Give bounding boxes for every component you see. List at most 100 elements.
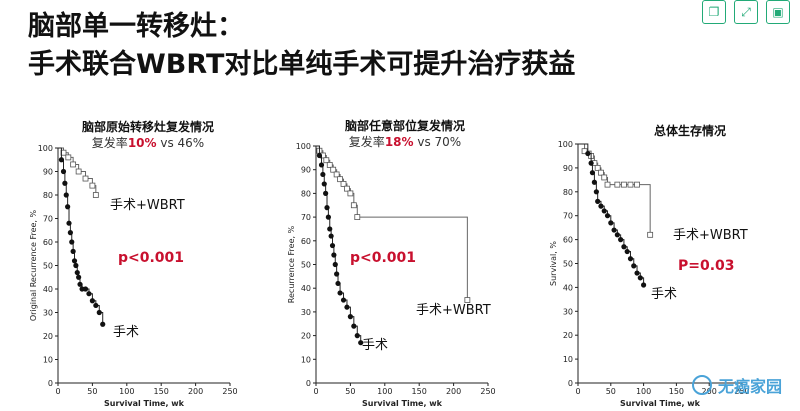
data-point-surgery bbox=[82, 286, 89, 292]
data-point-surgery bbox=[589, 170, 596, 176]
y-tick-label: 100 bbox=[558, 140, 573, 149]
y-tick-label: 60 bbox=[301, 237, 311, 246]
data-point-surgery bbox=[601, 208, 607, 214]
series-label: 手术 bbox=[362, 338, 388, 353]
data-point-surgery bbox=[595, 198, 601, 204]
data-point-surgery-wbrt bbox=[601, 174, 608, 181]
x-tick-label: 150 bbox=[154, 387, 169, 396]
y-tick-label: 80 bbox=[43, 191, 53, 200]
data-point-surgery bbox=[100, 321, 106, 327]
data-point-surgery bbox=[627, 256, 634, 262]
y-tick-label: 10 bbox=[563, 355, 573, 364]
y-tick-label: 40 bbox=[43, 285, 53, 294]
page-title-line2: 手术联合WBRT对比单纯手术可提升治疗获益 bbox=[28, 49, 576, 80]
data-point-surgery bbox=[63, 192, 69, 198]
y-tick-label: 40 bbox=[301, 284, 311, 293]
y-tick-label: 50 bbox=[43, 262, 53, 271]
data-point-surgery-wbrt bbox=[354, 214, 361, 221]
p-value: p<0.001 bbox=[350, 250, 416, 266]
data-point-surgery bbox=[325, 214, 331, 220]
series-label: 手术 bbox=[651, 287, 677, 302]
y-tick-label: 60 bbox=[563, 236, 573, 245]
data-point-surgery bbox=[324, 205, 330, 211]
data-point-surgery-wbrt bbox=[464, 297, 471, 303]
y-axis-label: Survival, % bbox=[549, 241, 558, 286]
data-point-surgery bbox=[618, 237, 624, 243]
data-point-surgery bbox=[69, 239, 75, 245]
data-point-surgery bbox=[62, 180, 68, 186]
series-label: 手术 bbox=[113, 325, 139, 340]
data-point-surgery bbox=[76, 274, 82, 280]
x-tick-label: 250 bbox=[222, 387, 237, 396]
data-point-surgery bbox=[340, 297, 347, 303]
chart-title: 总体生存情况 bbox=[654, 123, 726, 138]
x-axis-label: Survival Time, wk bbox=[104, 399, 185, 408]
data-point-surgery bbox=[71, 258, 78, 264]
subtitle-rate-wbrt: 10% bbox=[128, 136, 157, 150]
x-tick-label: 50 bbox=[606, 387, 616, 396]
data-point-surgery bbox=[358, 340, 364, 346]
data-point-surgery bbox=[631, 263, 637, 269]
y-tick-label: 100 bbox=[296, 142, 311, 151]
data-point-surgery bbox=[354, 333, 360, 339]
data-point-surgery bbox=[96, 309, 102, 316]
y-tick-label: 20 bbox=[43, 332, 53, 341]
data-point-surgery bbox=[89, 298, 95, 304]
data-point-surgery bbox=[621, 244, 627, 250]
data-point-surgery bbox=[327, 226, 333, 232]
data-point-surgery-wbrt bbox=[634, 181, 640, 188]
data-point-surgery bbox=[77, 281, 83, 287]
data-point-surgery-wbrt bbox=[340, 181, 347, 187]
y-axis-label: Recurrence Free, % bbox=[287, 225, 296, 303]
y-tick-label: 90 bbox=[301, 166, 311, 175]
y-tick-label: 70 bbox=[563, 212, 573, 221]
y-tick-label: 90 bbox=[563, 164, 573, 173]
data-point-surgery bbox=[332, 261, 338, 268]
data-point-surgery-wbrt bbox=[598, 169, 604, 176]
save-icon[interactable]: ▣ bbox=[766, 0, 790, 24]
data-point-surgery-wbrt bbox=[614, 181, 621, 188]
chart-title: 脑部任意部位复发情况 bbox=[344, 118, 465, 133]
x-axis-label: Survival Time, wk bbox=[620, 399, 701, 408]
y-tick-label: 80 bbox=[563, 188, 573, 197]
data-point-surgery bbox=[60, 168, 67, 175]
data-point-surgery-wbrt bbox=[350, 202, 357, 209]
data-point-surgery-wbrt bbox=[621, 181, 627, 188]
data-point-surgery-wbrt bbox=[337, 176, 343, 183]
data-point-surgery-wbrt bbox=[89, 182, 96, 189]
data-point-surgery bbox=[334, 271, 340, 277]
watermark: 无癌家园 bbox=[691, 373, 782, 397]
data-point-surgery-wbrt bbox=[347, 190, 354, 197]
data-point-surgery bbox=[316, 152, 323, 159]
expand-icon[interactable]: ⤢ bbox=[734, 0, 758, 24]
data-point-surgery-wbrt bbox=[326, 162, 333, 168]
y-tick-label: 60 bbox=[43, 238, 53, 247]
x-axis-label: Survival Time, wk bbox=[362, 399, 443, 408]
data-point-surgery bbox=[598, 203, 604, 209]
data-point-surgery bbox=[65, 204, 71, 210]
y-tick-label: 90 bbox=[43, 168, 53, 177]
page-title-line1: 脑部单一转移灶： bbox=[28, 11, 244, 42]
data-point-surgery bbox=[593, 189, 599, 195]
data-point-surgery bbox=[93, 302, 99, 309]
copy-icon[interactable]: ❐ bbox=[702, 0, 726, 24]
data-point-surgery-wbrt bbox=[604, 181, 611, 188]
x-tick-label: 150 bbox=[412, 387, 427, 396]
data-point-surgery bbox=[591, 179, 598, 185]
data-point-surgery bbox=[331, 252, 337, 258]
subtitle-rate-wbrt: 18% bbox=[385, 135, 414, 149]
data-point-surgery-wbrt bbox=[627, 181, 634, 188]
y-tick-label: 0 bbox=[48, 379, 53, 388]
data-point-surgery bbox=[320, 171, 326, 178]
x-tick-label: 0 bbox=[313, 387, 318, 396]
y-tick-label: 30 bbox=[43, 309, 53, 318]
data-point-surgery-wbrt bbox=[323, 157, 330, 164]
data-point-surgery-wbrt bbox=[647, 231, 654, 238]
series-label: 手术+WBRT bbox=[110, 198, 185, 213]
x-tick-label: 100 bbox=[119, 387, 134, 396]
data-point-surgery-wbrt bbox=[82, 175, 89, 182]
x-tick-label: 150 bbox=[669, 387, 684, 396]
data-point-surgery bbox=[328, 233, 334, 239]
